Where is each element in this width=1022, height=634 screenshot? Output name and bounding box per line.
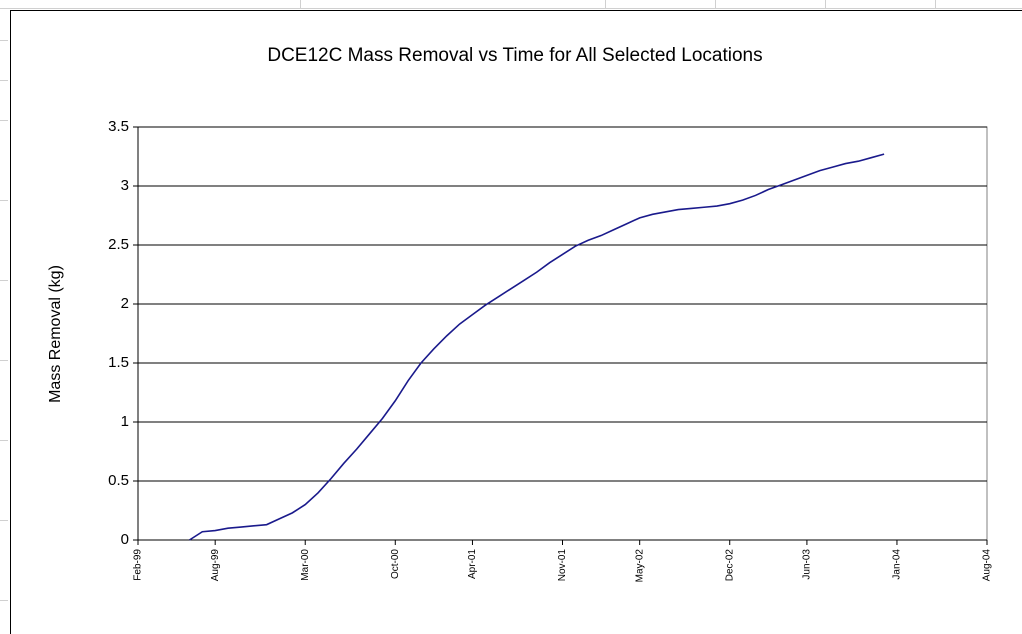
plot-area [137, 126, 988, 541]
y-tick-label: 1.5 [108, 354, 129, 371]
y-tick-label: 0.5 [108, 472, 129, 489]
x-tick-label: Jan-04 [892, 549, 903, 580]
x-tick-label: Aug-99 [210, 549, 221, 582]
x-tick-label: Mar-00 [300, 549, 311, 581]
y-tick-label: 2.5 [108, 236, 129, 253]
x-tick-label: Feb-99 [133, 549, 144, 581]
y-tick-label: 0 [121, 531, 129, 548]
y-tick-label: 3 [121, 177, 129, 194]
y-axis-label: Mass Removal (kg) [47, 265, 64, 403]
y-tick-label: 3.5 [108, 118, 129, 135]
x-tick-label: Oct-00 [390, 549, 401, 579]
x-tick-label: Jun-03 [802, 549, 813, 580]
x-tick-label: May-02 [634, 549, 645, 583]
x-tick-label: Dec-02 [724, 549, 735, 582]
y-tick-label: 2 [121, 295, 129, 312]
x-tick-label: Nov-01 [557, 549, 568, 582]
x-tick-label: Aug-04 [982, 549, 993, 582]
sheet-grid [0, 0, 1022, 601]
x-tick-label: Apr-01 [467, 549, 478, 579]
data-line [189, 153, 885, 541]
y-tick-label: 1 [121, 413, 129, 430]
chart-title: DCE12C Mass Removal vs Time for All Sele… [267, 45, 762, 66]
